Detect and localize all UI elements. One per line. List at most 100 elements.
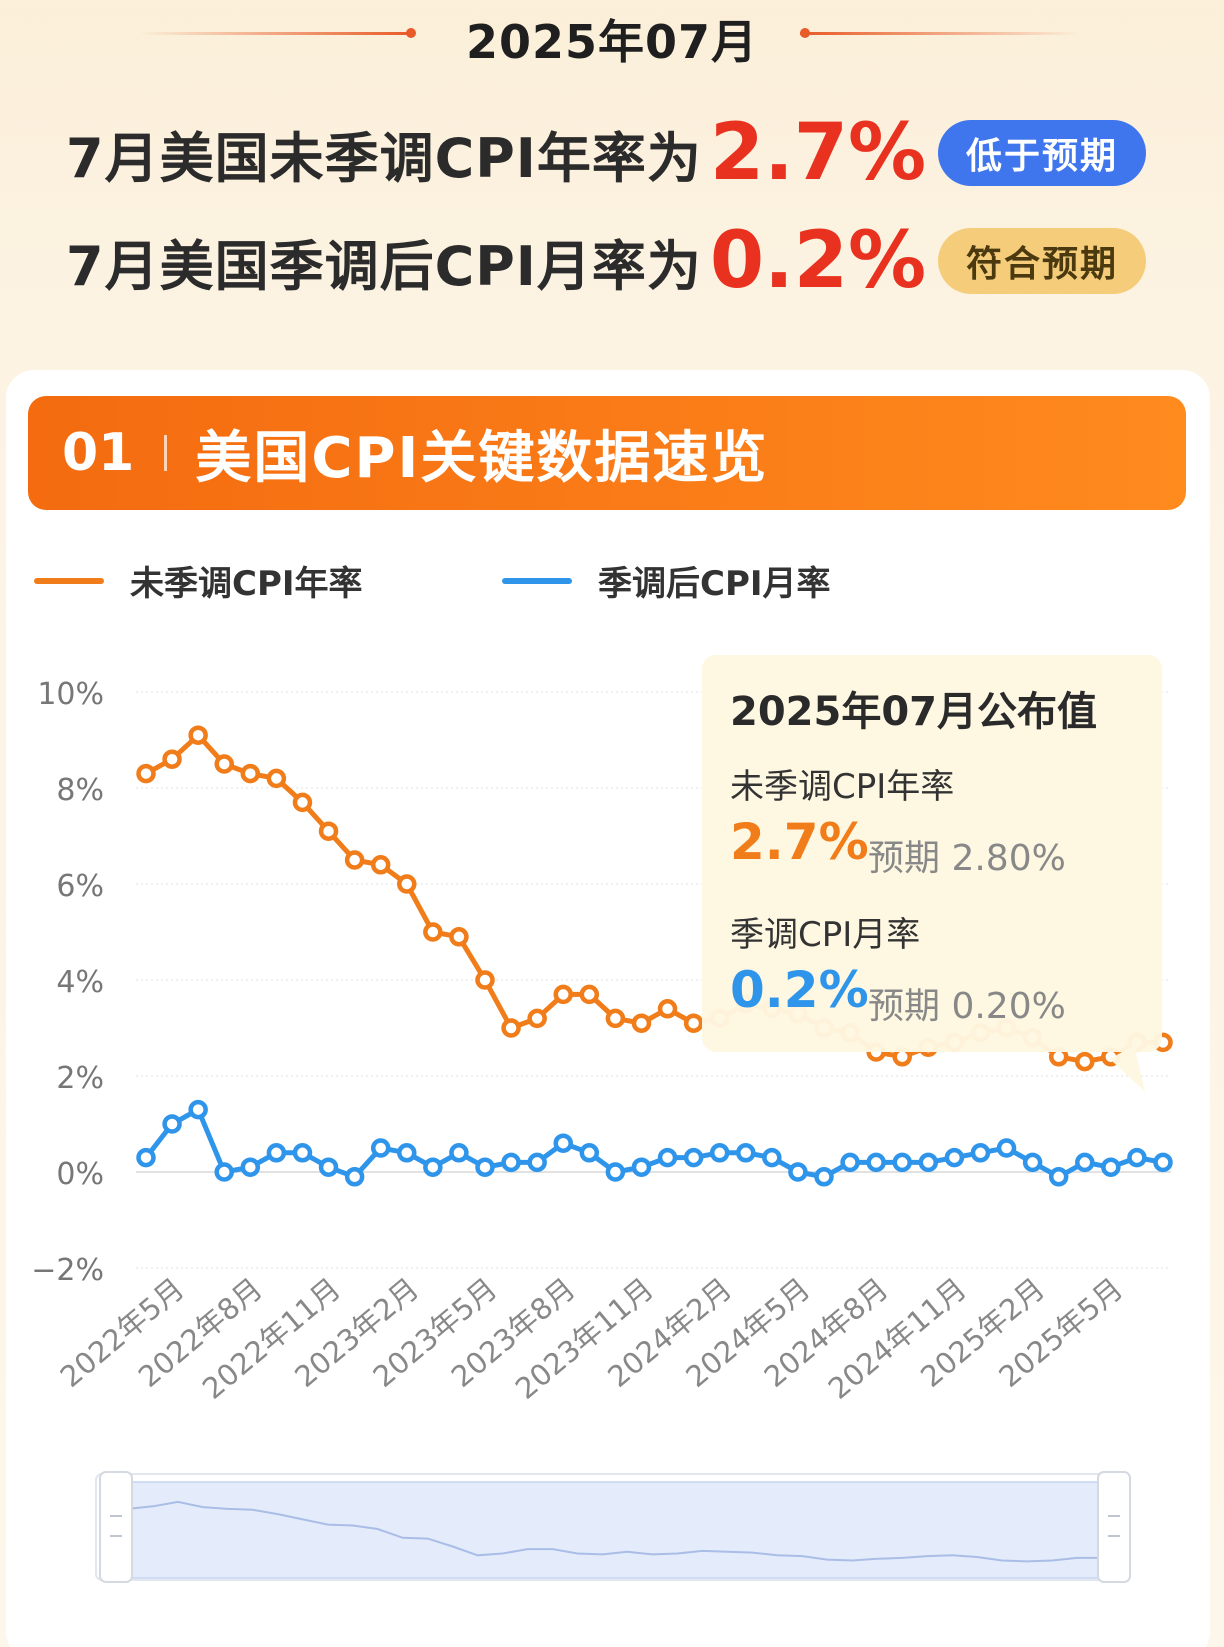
data-point-yoy xyxy=(214,754,234,774)
headline-mom-value: 0.2% xyxy=(709,216,927,306)
badge-below-expectation: 低于预期 xyxy=(938,120,1146,186)
data-point-yoy xyxy=(266,768,287,789)
data-point-mom xyxy=(944,1147,965,1168)
data-point-mom xyxy=(370,1138,391,1158)
headline-yoy-text: 7月美国未季调CPI年率为 xyxy=(66,126,702,190)
data-point-mom xyxy=(475,1157,495,1177)
y-tick-label: 4% xyxy=(56,965,104,1000)
data-point-yoy xyxy=(657,999,678,1019)
tooltip-value-yoy: 2.7% xyxy=(730,813,869,871)
headline-yoy-value: 2.7% xyxy=(709,108,927,198)
data-tooltip: 2025年07月公布值 未季调CPI年率 2.7% 预期 2.80% 季调CPI… xyxy=(702,655,1162,1052)
data-point-yoy xyxy=(579,984,600,1005)
data-point-mom xyxy=(866,1152,886,1173)
data-point-yoy xyxy=(240,763,261,784)
data-point-mom xyxy=(501,1152,521,1173)
decor-line-left xyxy=(140,32,412,35)
data-point-mom xyxy=(240,1157,261,1177)
data-point-mom xyxy=(449,1143,469,1163)
data-point-yoy xyxy=(475,970,495,990)
legend-item-mom[interactable]: 季调后CPI月率 xyxy=(502,556,831,605)
data-point-mom xyxy=(553,1133,573,1153)
data-point-mom xyxy=(397,1143,417,1163)
data-point-mom xyxy=(970,1143,991,1163)
data-point-mom xyxy=(631,1157,652,1177)
data-point-mom xyxy=(683,1147,704,1168)
data-point-mom xyxy=(709,1143,730,1163)
data-point-mom xyxy=(814,1167,834,1187)
data-point-mom xyxy=(579,1143,600,1163)
y-tick-label: 0% xyxy=(56,1157,104,1192)
data-point-yoy xyxy=(501,1018,521,1038)
y-tick-label: 6% xyxy=(56,869,104,904)
data-point-mom xyxy=(605,1162,626,1182)
data-point-yoy xyxy=(318,821,339,841)
data-point-yoy xyxy=(553,984,573,1005)
zoom-selection xyxy=(127,1481,1103,1579)
data-point-yoy xyxy=(370,855,391,875)
data-point-yoy xyxy=(344,850,365,870)
data-point-yoy xyxy=(162,749,182,769)
tooltip-title: 2025年07月公布值 xyxy=(730,689,1097,735)
data-point-mom xyxy=(788,1162,808,1182)
data-point-mom xyxy=(996,1138,1017,1158)
headline-mom: 7月美国季调后CPI月率为 0.2% xyxy=(66,216,926,306)
tooltip-expect-mom: 预期 0.20% xyxy=(868,986,1066,1027)
y-tick-label: 10% xyxy=(37,677,104,712)
y-tick-label: 2% xyxy=(56,1061,104,1096)
data-point-mom xyxy=(188,1099,208,1120)
tooltip-label-yoy: 未季调CPI年率 xyxy=(730,767,955,807)
data-point-mom xyxy=(1022,1152,1043,1173)
data-point-mom xyxy=(318,1157,339,1177)
data-point-yoy xyxy=(605,1008,626,1029)
section-title: 美国CPI关键数据速览 xyxy=(195,425,769,491)
headline-yoy: 7月美国未季调CPI年率为 2.7% xyxy=(66,108,926,198)
legend-label-yoy: 未季调CPI年率 xyxy=(130,564,363,604)
data-point-mom xyxy=(657,1147,678,1168)
data-point-mom xyxy=(1127,1147,1147,1168)
zoom-handle-right[interactable] xyxy=(1097,1471,1131,1583)
section-number: 01 xyxy=(62,423,135,483)
headline-mom-text: 7月美国季调后CPI月率为 xyxy=(66,234,702,298)
legend-line-blue xyxy=(502,577,572,584)
data-point-mom xyxy=(266,1143,287,1163)
data-point-mom xyxy=(527,1152,547,1173)
decor-dot-left xyxy=(406,28,416,38)
section-header: 01 美国CPI关键数据速览 xyxy=(28,396,1186,510)
data-point-yoy xyxy=(397,874,417,894)
data-point-mom xyxy=(344,1167,365,1187)
data-point-mom xyxy=(892,1152,912,1173)
data-point-mom xyxy=(423,1157,443,1177)
data-point-yoy xyxy=(449,927,469,947)
data-point-mom xyxy=(1048,1167,1069,1187)
data-point-mom xyxy=(762,1147,782,1168)
decor-line-right xyxy=(800,32,1080,35)
series-line-mom xyxy=(144,1107,1164,1180)
tooltip-expect-yoy: 预期 2.80% xyxy=(868,838,1066,879)
data-point-mom xyxy=(136,1147,156,1168)
data-point-mom xyxy=(292,1143,313,1163)
data-point-yoy xyxy=(188,725,208,745)
data-point-mom xyxy=(214,1162,234,1182)
y-tick-label: 8% xyxy=(56,773,104,808)
data-point-mom xyxy=(736,1143,756,1163)
data-point-yoy xyxy=(423,922,443,942)
data-point-yoy xyxy=(292,792,313,813)
zoom-preview-line xyxy=(127,1500,1102,1563)
legend-label-mom: 季调后CPI月率 xyxy=(598,564,831,604)
zoom-handle-left[interactable] xyxy=(99,1471,133,1583)
data-point-mom xyxy=(1075,1152,1095,1173)
legend-line-orange xyxy=(34,577,104,584)
data-point-mom xyxy=(918,1152,939,1173)
data-point-mom xyxy=(162,1114,182,1134)
data-point-mom xyxy=(1153,1152,1173,1173)
report-date: 2025年07月 xyxy=(465,15,759,69)
data-point-mom xyxy=(1101,1157,1121,1177)
badge-meets-expectation: 符合预期 xyxy=(938,228,1146,294)
data-point-yoy xyxy=(631,1013,652,1033)
legend-item-yoy[interactable]: 未季调CPI年率 xyxy=(34,556,363,605)
y-tick-label: −2% xyxy=(31,1253,104,1288)
data-point-mom xyxy=(840,1152,860,1173)
section-divider xyxy=(164,435,168,471)
data-point-yoy xyxy=(683,1013,704,1033)
